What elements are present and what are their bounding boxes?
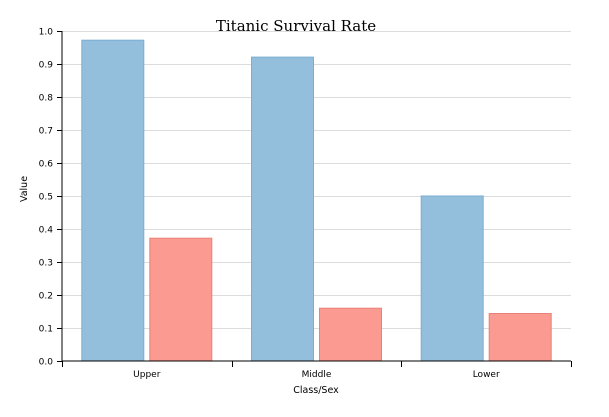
bar-lower-male xyxy=(488,313,552,362)
y-axis-label: Value xyxy=(19,176,30,202)
bar-middle-female xyxy=(251,56,314,362)
gridlines xyxy=(62,31,571,329)
bar-upper-male xyxy=(149,237,213,362)
y-tick-label: 1.0 xyxy=(39,28,54,38)
y-tick-label: 0.4 xyxy=(39,226,54,236)
y-ticks: 0.0 0.1 0.2 0.3 0.4 0.5 0.6 0.7 0.8 0.9 1.0 xyxy=(39,28,62,368)
y-tick-label: 0.8 xyxy=(39,94,54,104)
y-tick-label: 0.0 xyxy=(39,358,54,368)
x-tick-label: Middle xyxy=(302,370,332,380)
x-ticks: Upper Middle Lower xyxy=(62,361,572,380)
bar-upper-female xyxy=(81,39,145,362)
chart-title: Titanic Survival Rate xyxy=(216,17,376,35)
y-tick-label: 0.9 xyxy=(39,61,54,71)
y-tick-label: 0.5 xyxy=(39,193,53,203)
y-tick-label: 0.6 xyxy=(39,160,54,170)
x-axis-label: Class/Sex xyxy=(293,385,339,396)
y-tick-label: 0.3 xyxy=(39,259,53,269)
y-tick-label: 0.2 xyxy=(39,292,53,302)
x-tick-label: Upper xyxy=(133,370,161,380)
bar-middle-male xyxy=(319,307,382,362)
x-tick-label: Lower xyxy=(473,370,500,380)
y-tick-label: 0.1 xyxy=(39,325,53,335)
y-tick-label: 0.7 xyxy=(39,127,53,137)
bar-lower-female xyxy=(420,195,484,362)
bars xyxy=(81,39,552,362)
